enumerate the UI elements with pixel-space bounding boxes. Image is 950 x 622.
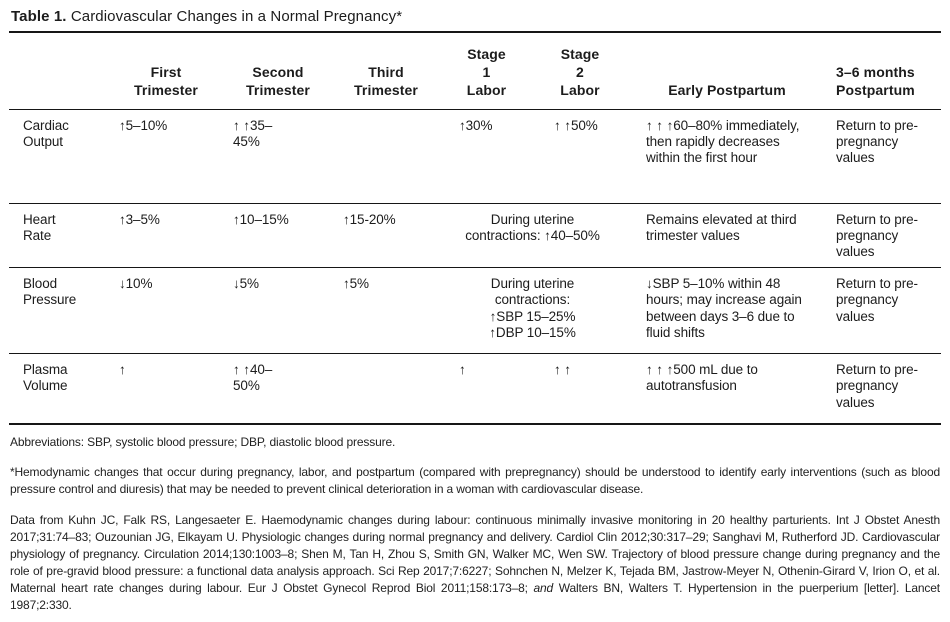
header-third-trimester: Third Trimester: [333, 33, 439, 110]
table-header: First Trimester Second Trimester Third T…: [9, 33, 941, 110]
blood-pressure-early-postpartum: ↓SBP 5–10% within 48 hours; may increase…: [626, 267, 828, 354]
heart-rate-3-6-months: Return to pre-pregnancy values: [828, 203, 941, 268]
plasma-volume-third-trimester: [333, 353, 439, 426]
plasma-volume-3-6-months: Return to pre-pregnancy values: [828, 353, 941, 426]
table-caption: Cardiovascular Changes in a Normal Pregn…: [66, 8, 403, 25]
row-heart-rate: Heart Rate ↑3–5% ↑10–15% ↑15-20% During …: [9, 203, 941, 268]
heart-rate-labor: During uterine contractions: ↑40–50%: [439, 203, 626, 268]
cardiovascular-changes-table: First Trimester Second Trimester Third T…: [9, 33, 941, 426]
footnote-data-sources: Data from Kuhn JC, Falk RS, Langesaeter …: [10, 512, 940, 614]
cardiac-output-label: Cardiac Output: [9, 109, 109, 204]
header-early-postpartum: Early Postpartum: [626, 33, 828, 110]
header-stage1-labor: Stage 1 Labor: [439, 33, 534, 110]
plasma-volume-label: Plasma Volume: [9, 353, 109, 426]
cardiac-output-second-trimester: ↑ ↑35– 45%: [223, 109, 333, 204]
header-row-label: [9, 33, 109, 110]
footnote-sources-part2: Walters BN, Walters T. Hypertension in t…: [10, 580, 940, 612]
header-row: First Trimester Second Trimester Third T…: [9, 33, 941, 110]
plasma-volume-second-trimester: ↑ ↑40– 50%: [223, 353, 333, 426]
blood-pressure-labor: During uterine contractions: ↑SBP 15–25%…: [439, 267, 626, 354]
row-plasma-volume: Plasma Volume ↑ ↑ ↑40– 50% ↑ ↑ ↑ ↑ ↑ ↑50…: [9, 353, 941, 426]
blood-pressure-second-trimester: ↓5%: [223, 267, 333, 354]
cardiac-output-early-postpartum: ↑ ↑ ↑60–80% immediately, then rapidly de…: [626, 109, 828, 204]
blood-pressure-third-trimester: ↑5%: [333, 267, 439, 354]
row-cardiac-output: Cardiac Output ↑5–10% ↑ ↑35– 45% ↑30% ↑ …: [9, 109, 941, 204]
header-stage2-labor: Stage 2 Labor: [534, 33, 626, 110]
blood-pressure-label: Blood Pressure: [9, 267, 109, 354]
row-blood-pressure: Blood Pressure ↓10% ↓5% ↑5% During uteri…: [9, 267, 941, 354]
table-body: Cardiac Output ↑5–10% ↑ ↑35– 45% ↑30% ↑ …: [9, 109, 941, 426]
cardiac-output-stage2-labor: ↑ ↑50%: [534, 109, 626, 204]
plasma-volume-early-postpartum: ↑ ↑ ↑500 mL due to autotransfusion: [626, 353, 828, 426]
header-first-trimester: First Trimester: [109, 33, 223, 110]
plasma-volume-first-trimester: ↑: [109, 353, 223, 426]
footnote-asterisk: *Hemodynamic changes that occur during p…: [10, 465, 940, 497]
heart-rate-first-trimester: ↑3–5%: [109, 203, 223, 268]
table-number: Table 1.: [11, 8, 67, 25]
blood-pressure-3-6-months: Return to pre-pregnancy values: [828, 267, 941, 354]
header-second-trimester: Second Trimester: [223, 33, 333, 110]
cardiac-output-stage1-labor: ↑30%: [439, 109, 534, 204]
footnote-abbreviations: Abbreviations: SBP, systolic blood press…: [10, 435, 396, 450]
plasma-volume-stage2-labor: ↑ ↑: [534, 353, 626, 426]
footnote-sources-part1: Data from Kuhn JC, Falk RS, Langesaeter …: [10, 512, 940, 595]
header-3-6-months-postpartum: 3–6 months Postpartum: [828, 33, 941, 110]
cardiac-output-3-6-months: Return to pre-pregnancy values: [828, 109, 941, 204]
heart-rate-early-postpartum: Remains elevated at third trimester valu…: [626, 203, 828, 268]
footnotes: Abbreviations: SBP, systolic blood press…: [9, 425, 941, 613]
heart-rate-third-trimester: ↑15-20%: [333, 203, 439, 268]
cardiac-output-third-trimester: [333, 109, 439, 204]
blood-pressure-first-trimester: ↓10%: [109, 267, 223, 354]
footnote-sources-and: and: [533, 580, 554, 595]
heart-rate-second-trimester: ↑10–15%: [223, 203, 333, 268]
cardiac-output-first-trimester: ↑5–10%: [109, 109, 223, 204]
heart-rate-label: Heart Rate: [9, 203, 109, 268]
table-title: Table 1. Cardiovascular Changes in a Nor…: [9, 5, 941, 33]
plasma-volume-stage1-labor: ↑: [439, 353, 534, 426]
